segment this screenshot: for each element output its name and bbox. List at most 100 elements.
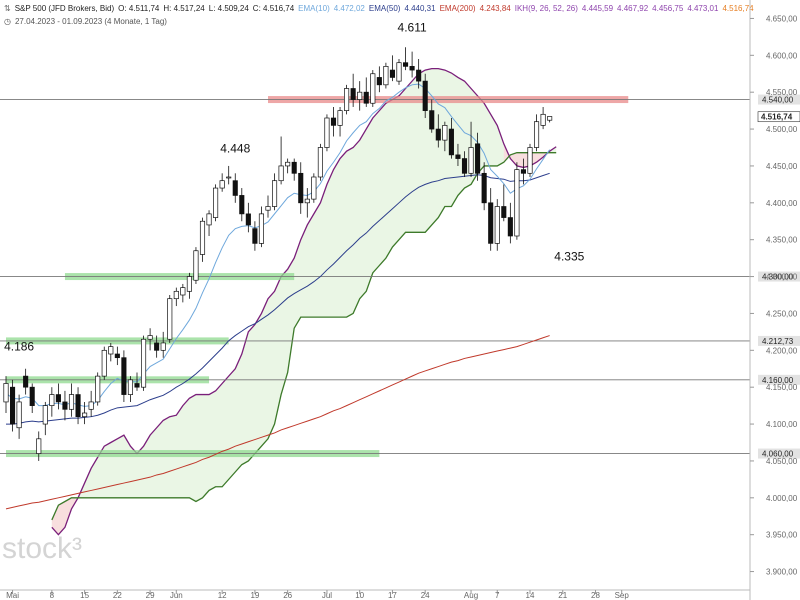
candle-body xyxy=(193,250,199,281)
candle-body xyxy=(10,386,16,425)
candle-body xyxy=(304,198,310,204)
legend-item: IKH(9, 26, 52, 26) xyxy=(514,4,578,13)
x-tick-label: Sep xyxy=(615,591,630,600)
legend-item: EMA(200) xyxy=(439,4,476,13)
y-tick-label: 4.300,00 xyxy=(766,273,798,282)
x-tick-label: 24 xyxy=(421,591,430,600)
candle-body xyxy=(134,383,140,388)
y-tick-label: 4.000,00 xyxy=(766,494,798,503)
level-label: 4.060,00 xyxy=(762,450,794,459)
candle-body xyxy=(68,394,75,410)
x-tick-label: 28 xyxy=(591,591,600,600)
candle-body xyxy=(88,401,94,410)
candle-body xyxy=(219,180,225,189)
candle-body xyxy=(468,147,474,174)
candle-body xyxy=(396,62,402,82)
legend-item: EMA(10) xyxy=(298,4,330,13)
price-annotation: 4.335 xyxy=(554,249,584,263)
candle-body xyxy=(448,128,454,156)
candle-body xyxy=(160,342,166,351)
x-tick-label: 19 xyxy=(250,591,259,600)
legend-item: L: 4.509,24 xyxy=(208,4,249,13)
y-tick-label: 4.200,00 xyxy=(766,346,798,355)
candle-body xyxy=(383,66,389,86)
x-tick-label: 21 xyxy=(558,591,567,600)
candle-body xyxy=(101,349,107,377)
ema200-line xyxy=(5,335,550,510)
candle-body xyxy=(49,394,55,406)
candle-body xyxy=(330,117,337,126)
candle-body xyxy=(501,206,507,218)
candle-body xyxy=(213,187,219,218)
y-tick-label: 4.400,00 xyxy=(766,199,798,208)
candle-body xyxy=(363,91,369,104)
candle-body xyxy=(23,375,29,388)
candle-body xyxy=(29,386,35,406)
candle-body xyxy=(494,206,500,244)
legend-item: 4.243,84 xyxy=(479,4,511,13)
candle-body xyxy=(62,401,68,410)
candle-body xyxy=(16,401,22,429)
level-label: 4.540,00 xyxy=(762,96,794,105)
senkou-span-b xyxy=(51,152,557,521)
candle-body xyxy=(475,143,481,174)
x-tick-label: Mai xyxy=(6,591,19,600)
candle-body xyxy=(389,69,396,78)
candle-body xyxy=(147,335,153,340)
ichimoku-cloud xyxy=(51,68,557,535)
chart-legend-line: ⇅ S&P 500 (JFD Brokers, Bid) O: 4.511,74 H:… xyxy=(4,4,762,13)
candle-body xyxy=(291,161,297,174)
x-tick-label: 7 xyxy=(495,591,500,600)
y-tick-label: 4.100,00 xyxy=(766,420,798,429)
legend-item: O: 4.511,74 xyxy=(118,4,160,13)
y-tick-label: 4.500,00 xyxy=(766,125,798,134)
candle-body xyxy=(42,405,48,425)
price-annotation: 4.448 xyxy=(220,142,250,156)
y-tick-label: 4.250,00 xyxy=(766,309,798,318)
x-tick-label: 12 xyxy=(218,591,227,600)
candle-body xyxy=(507,217,513,237)
candle-body xyxy=(154,342,160,351)
ichimoku-cloud-bearish xyxy=(51,505,59,535)
x-tick-label: 26 xyxy=(283,591,292,600)
candle-body xyxy=(239,195,245,215)
candle-body xyxy=(409,66,415,71)
candle-body xyxy=(461,158,468,174)
current-price-label: 4.516,74 xyxy=(761,113,793,122)
y-tick-label: 4.650,00 xyxy=(766,14,798,23)
watermark: stock³ xyxy=(2,532,82,565)
ema50-line xyxy=(6,172,550,425)
legend-item: 4.440,31 xyxy=(404,4,436,13)
price-annotation: 4.611 xyxy=(398,21,427,35)
candle-body xyxy=(75,394,81,418)
x-tick-label: 14 xyxy=(526,591,535,600)
y-tick-label: 3.950,00 xyxy=(766,531,798,540)
candle-body xyxy=(429,110,435,130)
y-tick-label: 4.550,00 xyxy=(766,88,798,97)
candle-body xyxy=(127,379,134,395)
candle-body xyxy=(141,338,147,388)
candle-body xyxy=(481,172,487,204)
candle-body xyxy=(311,176,317,200)
level-label: 4.160,00 xyxy=(762,376,794,385)
y-tick-label: 3.900,00 xyxy=(766,568,798,577)
candle-body xyxy=(108,346,114,355)
legend-item: H: 4.517,24 xyxy=(163,4,205,13)
candle-body xyxy=(357,91,363,100)
candle-body xyxy=(376,77,382,86)
x-tick-label: Aug xyxy=(464,591,478,600)
candle-body xyxy=(82,412,88,418)
date-range-text: 27.04.2023 - 01.09.2023 (4 Monate, 1 Tag… xyxy=(14,17,167,26)
y-tick-label: 4.450,00 xyxy=(766,162,798,171)
candle-body xyxy=(186,276,192,292)
candle-body xyxy=(488,202,494,244)
level-label: 4.212,73 xyxy=(762,337,794,346)
candle-body xyxy=(455,154,461,159)
ichimoku-cloud-bearish xyxy=(64,497,72,528)
clock-icon: ◷ xyxy=(4,17,11,26)
level-label-box xyxy=(758,271,800,282)
candle-body xyxy=(422,80,428,111)
candle-body xyxy=(252,228,258,244)
candle-body xyxy=(114,353,120,359)
